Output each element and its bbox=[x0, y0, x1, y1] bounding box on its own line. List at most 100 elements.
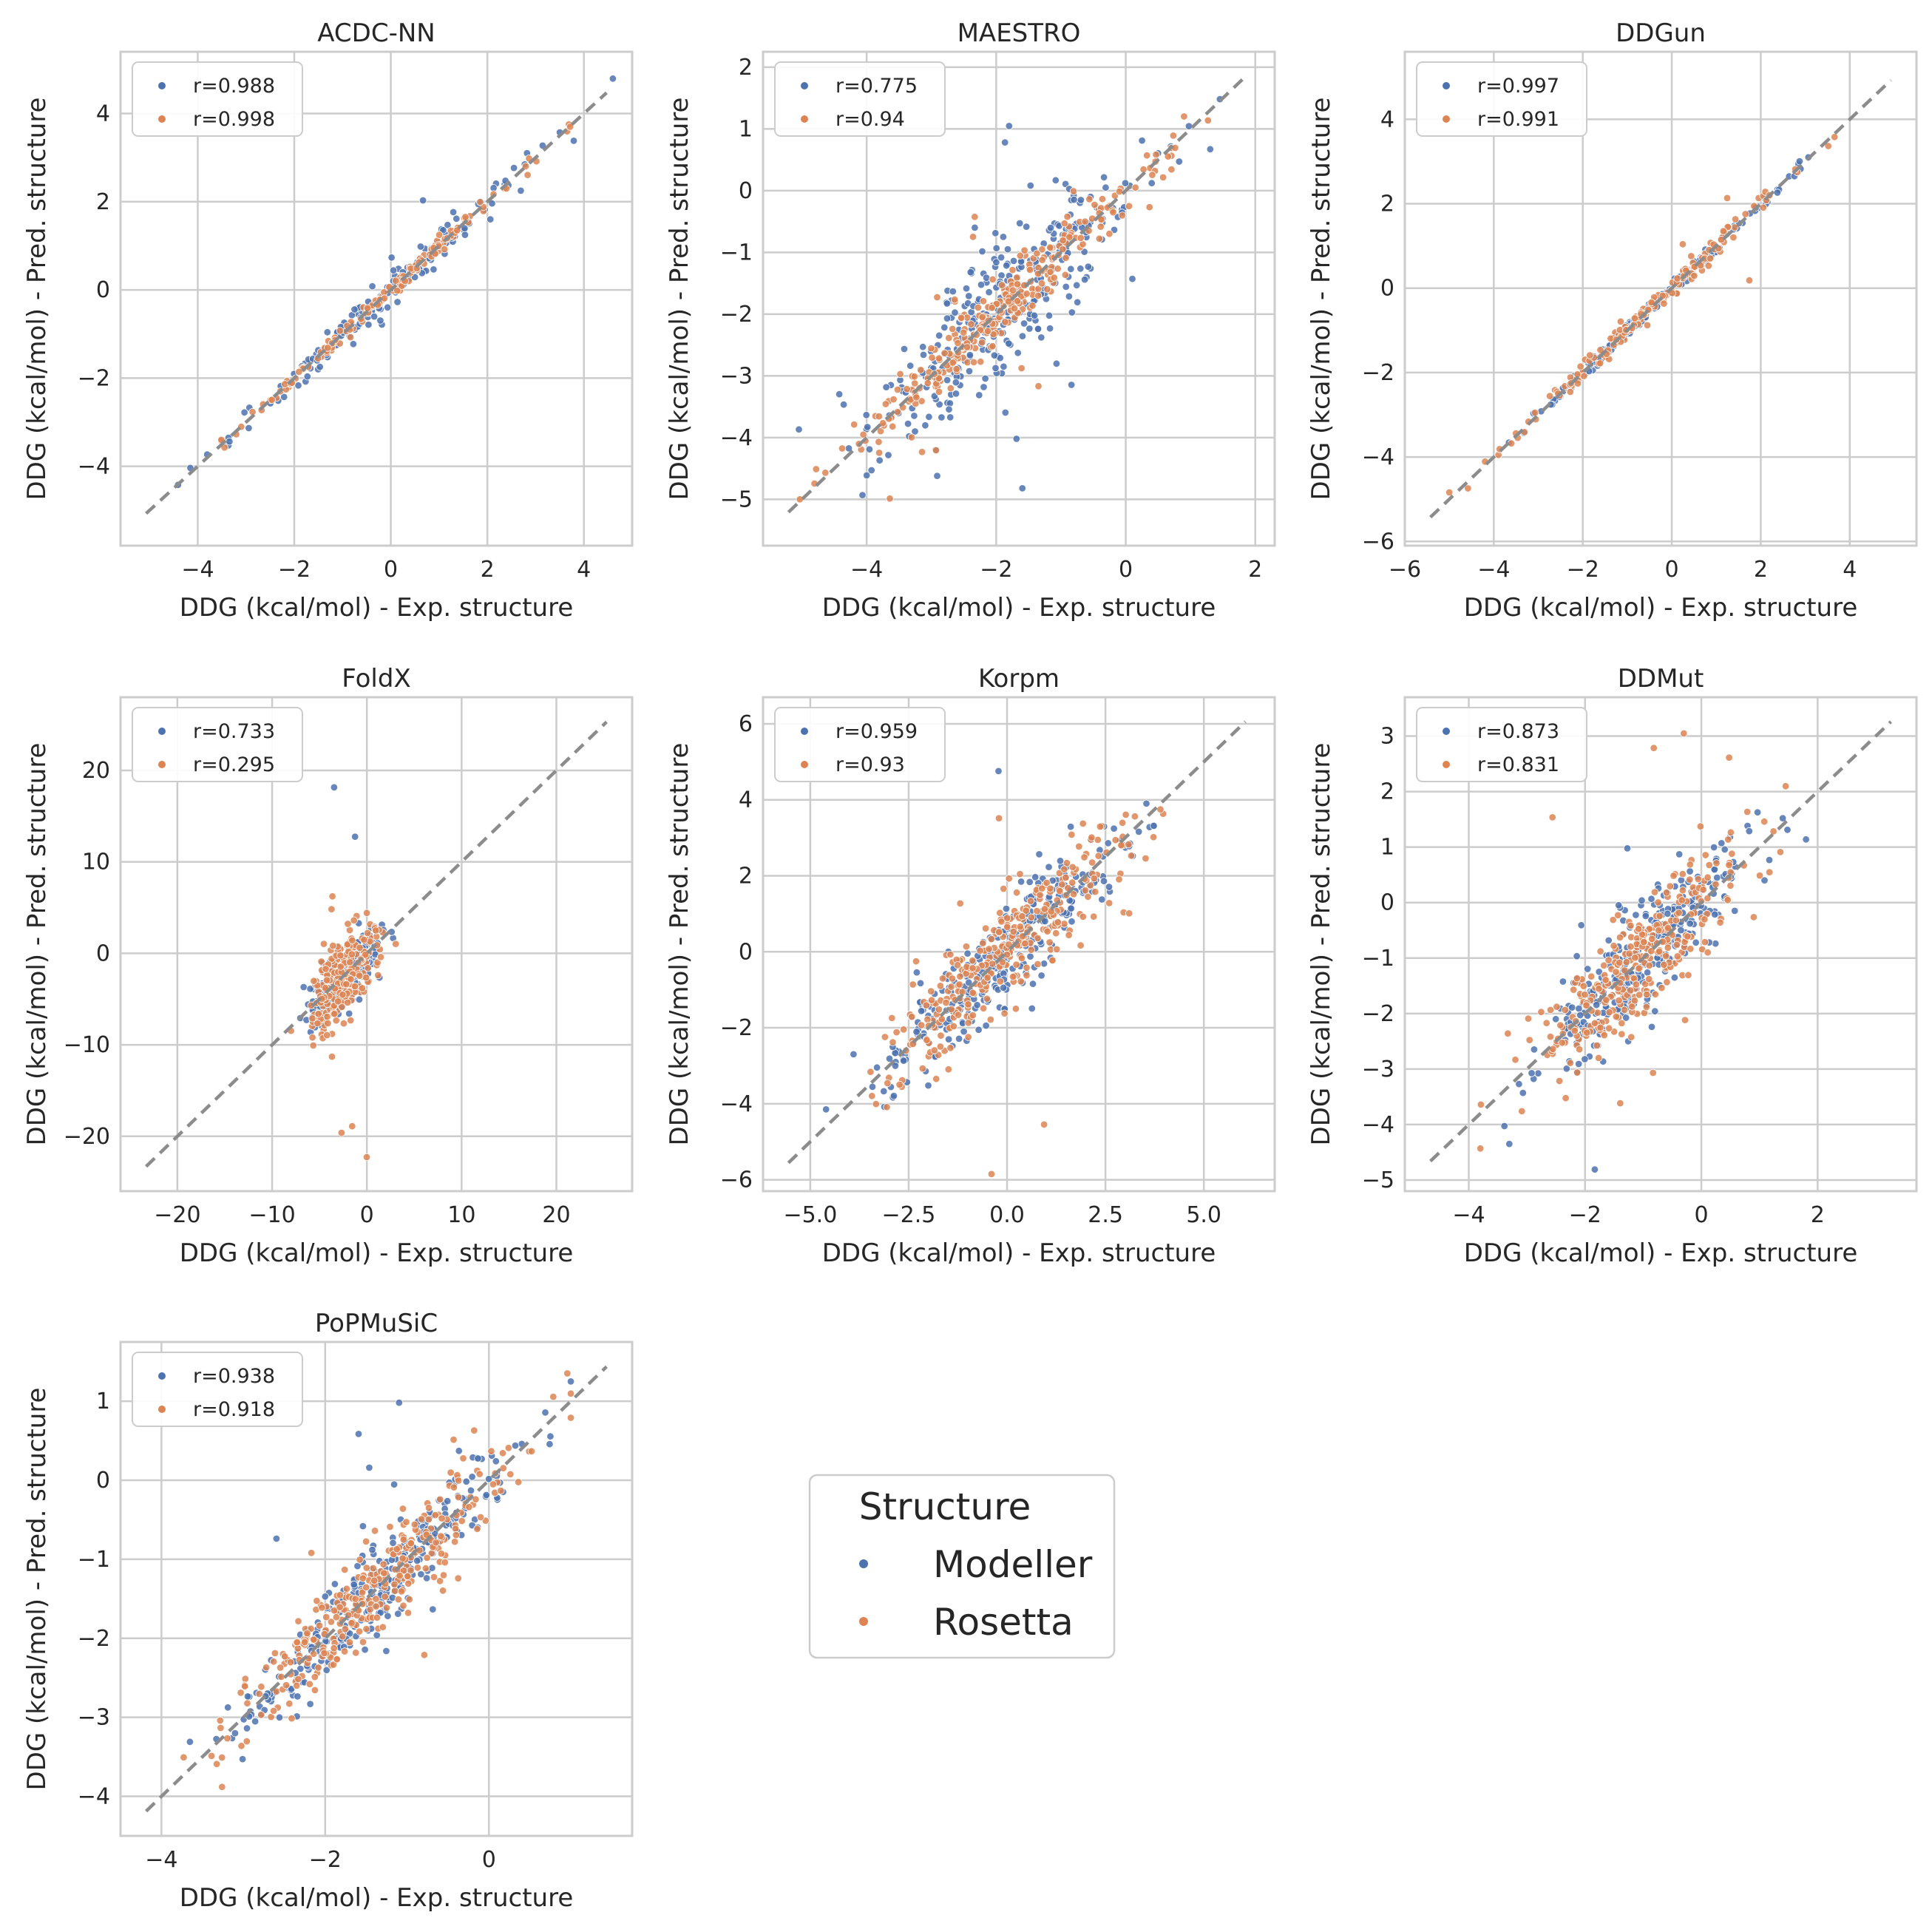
x-tick-label: 20 bbox=[542, 1202, 570, 1228]
point-rosetta bbox=[1594, 1054, 1603, 1062]
point-rosetta bbox=[1630, 314, 1639, 322]
axes-frame bbox=[119, 1340, 634, 1837]
point-rosetta bbox=[983, 974, 992, 982]
point-rosetta bbox=[1562, 1094, 1570, 1102]
point-modeller bbox=[963, 949, 972, 957]
point-modeller bbox=[541, 1409, 549, 1417]
point-rosetta bbox=[281, 1653, 289, 1661]
point-rosetta bbox=[1553, 1003, 1561, 1011]
x-tick-label: −4 bbox=[145, 1847, 177, 1873]
point-rosetta bbox=[926, 987, 935, 995]
point-rosetta bbox=[964, 1033, 972, 1041]
point-rosetta bbox=[424, 1504, 433, 1512]
point-rosetta bbox=[1647, 947, 1655, 955]
point-rosetta bbox=[472, 1495, 480, 1504]
point-rosetta bbox=[1034, 291, 1043, 300]
legend-marker-modeller bbox=[801, 728, 808, 735]
x-tick-label: −2 bbox=[309, 1847, 342, 1873]
point-rosetta bbox=[1038, 256, 1046, 264]
point-rosetta bbox=[1027, 946, 1035, 954]
point-modeller bbox=[1730, 906, 1739, 915]
point-rosetta bbox=[1627, 921, 1635, 930]
point-rosetta bbox=[356, 943, 364, 952]
point-modeller bbox=[1138, 136, 1146, 145]
point-rosetta bbox=[988, 304, 996, 312]
point-rosetta bbox=[374, 971, 382, 980]
y-tick-label: −4 bbox=[720, 425, 753, 451]
point-rosetta bbox=[981, 924, 990, 932]
point-rosetta bbox=[399, 1566, 408, 1575]
point-rosetta bbox=[323, 1031, 331, 1040]
point-rosetta bbox=[945, 333, 953, 342]
point-rosetta bbox=[293, 1638, 302, 1647]
point-rosetta bbox=[936, 1043, 945, 1051]
point-rosetta bbox=[328, 892, 336, 901]
legend-marker-rosetta bbox=[158, 1406, 166, 1413]
point-rosetta bbox=[954, 1011, 963, 1019]
point-rosetta bbox=[438, 1587, 447, 1595]
point-rosetta bbox=[1060, 219, 1068, 228]
point-modeller bbox=[933, 472, 941, 480]
point-rosetta bbox=[313, 1019, 322, 1028]
point-rosetta bbox=[1060, 865, 1068, 873]
point-rosetta bbox=[1769, 827, 1777, 835]
point-modeller bbox=[306, 1700, 314, 1708]
point-rosetta bbox=[1022, 906, 1030, 915]
point-rosetta bbox=[997, 281, 1006, 289]
structure-legend: Structure Modeller Rosetta bbox=[808, 1474, 1116, 1659]
point-rosetta bbox=[317, 957, 325, 966]
point-rosetta bbox=[1684, 971, 1692, 980]
point-rosetta bbox=[380, 1569, 388, 1577]
point-modeller bbox=[517, 186, 525, 195]
r-legend: r=0.873 r=0.831 bbox=[1416, 707, 1587, 782]
point-rosetta bbox=[969, 964, 977, 972]
point-rosetta bbox=[336, 1603, 344, 1611]
point-modeller bbox=[1026, 181, 1035, 190]
point-modeller bbox=[921, 421, 929, 430]
point-modeller bbox=[361, 1645, 369, 1654]
point-rosetta bbox=[1587, 972, 1596, 980]
point-modeller bbox=[1003, 245, 1012, 254]
point-rosetta bbox=[1712, 859, 1721, 867]
point-modeller bbox=[994, 767, 1003, 776]
point-rosetta bbox=[417, 1515, 426, 1523]
point-rosetta bbox=[967, 320, 975, 328]
y-tick-label: −3 bbox=[720, 363, 753, 389]
point-modeller bbox=[1026, 878, 1034, 887]
x-tick-label: 2 bbox=[1811, 1202, 1825, 1228]
point-rosetta bbox=[1115, 187, 1124, 196]
point-rosetta bbox=[355, 1627, 364, 1636]
point-rosetta bbox=[944, 1065, 953, 1074]
point-rosetta bbox=[1618, 1030, 1626, 1038]
point-rosetta bbox=[338, 1003, 346, 1011]
point-rosetta bbox=[566, 1414, 575, 1422]
point-rosetta bbox=[362, 1583, 370, 1592]
r-legend: r=0.997 r=0.991 bbox=[1416, 61, 1587, 137]
point-modeller bbox=[978, 247, 986, 256]
legend-marker-rosetta bbox=[1443, 115, 1450, 123]
point-rosetta bbox=[935, 354, 943, 362]
point-rosetta bbox=[1729, 233, 1738, 242]
y-tick-label: 0 bbox=[1380, 276, 1394, 302]
point-modeller bbox=[1604, 936, 1613, 945]
point-rosetta bbox=[1561, 1006, 1569, 1014]
point-modeller bbox=[889, 1091, 898, 1100]
point-rosetta bbox=[1743, 807, 1752, 816]
point-rosetta bbox=[348, 1122, 356, 1131]
point-modeller bbox=[1068, 918, 1076, 926]
point-rosetta bbox=[1054, 265, 1062, 273]
point-rosetta bbox=[987, 935, 996, 943]
point-modeller bbox=[384, 303, 392, 312]
point-rosetta bbox=[1706, 254, 1715, 262]
point-rosetta bbox=[1581, 990, 1589, 999]
y-tick-label: 2 bbox=[1380, 191, 1394, 217]
point-modeller bbox=[373, 1631, 381, 1639]
r-legend: r=0.733 r=0.295 bbox=[132, 707, 303, 782]
point-modeller bbox=[474, 1454, 482, 1462]
axes-frame bbox=[119, 696, 634, 1193]
point-modeller bbox=[1595, 968, 1603, 976]
point-rosetta bbox=[888, 422, 897, 431]
point-rosetta bbox=[1596, 947, 1604, 955]
legend-marker-rosetta bbox=[158, 761, 166, 768]
